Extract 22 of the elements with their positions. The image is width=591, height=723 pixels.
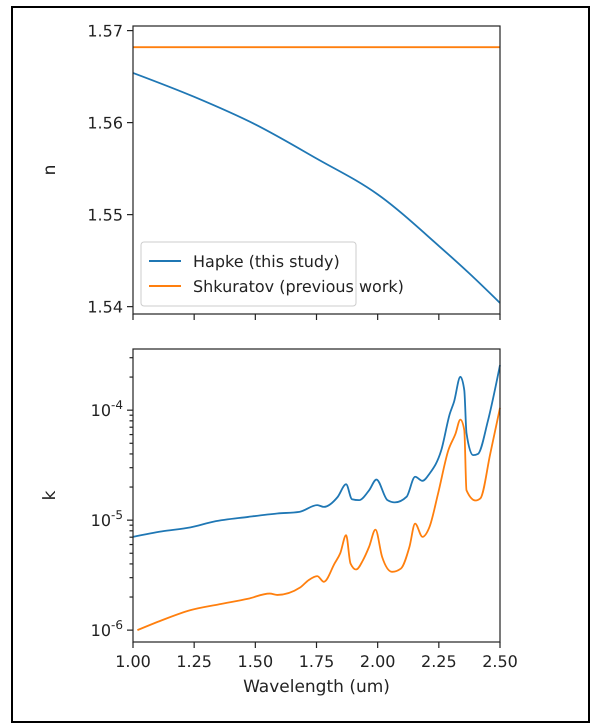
x-axis-title: Wavelength (um): [243, 677, 390, 697]
y-tick-label: 1.56: [87, 114, 123, 133]
x-tick-label: 2.00: [360, 652, 396, 671]
x-tick-label: 2.50: [482, 652, 518, 671]
legend-label: Shkuratov (previous work): [193, 277, 404, 296]
y-tick-label: 10$^{-6}$: [90, 618, 123, 640]
line-series: [136, 406, 501, 632]
y-tick-label: 10$^{-4}$: [90, 398, 123, 420]
y-tick-label: 1.57: [87, 22, 123, 41]
x-tick-label: 1.75: [298, 652, 334, 671]
line-series: [132, 72, 501, 304]
x-tick-label: 1.25: [176, 652, 212, 671]
y-tick-label: 10$^{-5}$: [90, 508, 123, 530]
line-series: [132, 364, 501, 538]
legend-label: Hapke (this study): [193, 252, 340, 271]
y-axis-title: n: [40, 164, 60, 176]
y-axis-title: k: [40, 490, 60, 500]
x-tick-label: 1.00: [115, 652, 151, 671]
y-tick-label: 1.55: [87, 206, 123, 225]
y-tick-label: 1.54: [87, 298, 123, 317]
x-tick-label: 2.25: [421, 652, 457, 671]
x-tick-label: 1.50: [238, 652, 274, 671]
